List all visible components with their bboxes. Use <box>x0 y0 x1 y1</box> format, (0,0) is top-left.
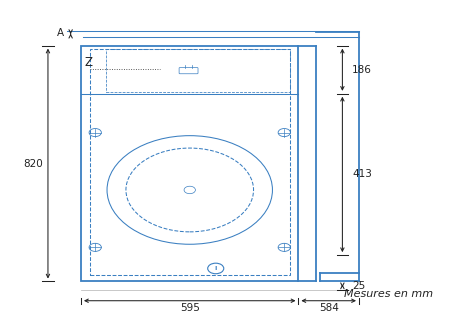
Text: I: I <box>215 266 217 271</box>
Text: 584: 584 <box>319 303 338 312</box>
Text: 820: 820 <box>23 159 43 169</box>
Text: Mesures en mm: Mesures en mm <box>344 289 433 299</box>
Text: Z: Z <box>84 56 92 69</box>
Text: 595: 595 <box>180 303 200 312</box>
Text: 25: 25 <box>352 281 365 291</box>
Bar <box>81 46 299 281</box>
Bar <box>90 49 290 275</box>
Text: 413: 413 <box>352 170 372 179</box>
Text: A: A <box>57 28 64 38</box>
Bar <box>106 49 290 92</box>
Text: 186: 186 <box>352 65 372 75</box>
